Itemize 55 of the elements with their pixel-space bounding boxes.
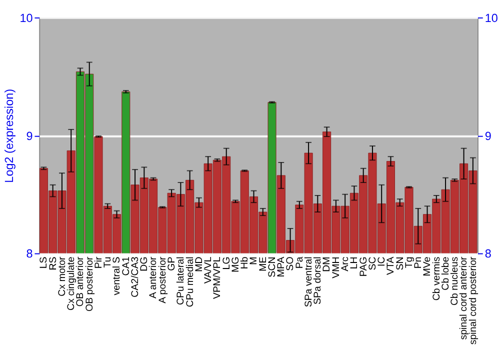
x-tick-label: CPu medial <box>184 256 196 308</box>
x-tick-label: CA1 <box>120 256 132 276</box>
x-tick-label: CA2/CA3 <box>130 256 141 298</box>
x-tick-label: Cx motor <box>56 256 68 296</box>
x-tick-label: CPu lateral <box>176 256 187 306</box>
x-tick-label: LS <box>38 256 50 269</box>
x-tick-label: SCN <box>266 256 278 278</box>
y2-tick-label: 9 <box>484 130 492 143</box>
x-tick-label: Pn <box>413 256 424 269</box>
y-axis-title: Log2 (expression) <box>2 88 16 183</box>
x-tick-label: VPM/VPL <box>212 256 224 300</box>
x-tick-label: Arc <box>340 256 352 272</box>
y-tick-label: 9 <box>26 130 33 143</box>
x-tick-label: VMH <box>330 256 342 278</box>
x-tick-label: Cb lobe <box>440 256 452 290</box>
y2-tick-label: 10 <box>484 12 498 25</box>
x-tick-label: SPa ventral <box>303 256 314 308</box>
x-tick-label: spinal cord anterior <box>458 256 470 340</box>
x-tick-label: spinal cord posterior <box>468 256 479 345</box>
x-tick-label: MPA <box>276 256 288 278</box>
x-tick-label: IC <box>376 256 388 266</box>
x-tick-label: VTA <box>386 256 397 275</box>
x-tick-label: Tu <box>102 256 114 268</box>
x-tick-label: PAG <box>358 256 370 277</box>
x-tick-label: Cx cingulate <box>66 256 78 310</box>
x-tick-label: VA/VL <box>203 256 214 284</box>
x-tick-label: A anterior <box>148 256 160 299</box>
x-tick-label: LG <box>221 256 232 270</box>
x-tick-label: Pir <box>93 256 104 269</box>
x-tick-label: RS <box>48 256 59 270</box>
x-tick-label: Hb <box>240 256 251 270</box>
x-tick-label: ME <box>258 256 269 272</box>
x-tick-label: GP <box>166 256 178 271</box>
x-tick-label: MD <box>194 256 205 272</box>
x-tick-label: DM <box>322 256 333 272</box>
x-tick-label: OB posterior <box>84 256 96 312</box>
x-tick-label: SN <box>394 256 406 270</box>
x-tick-label: SPa dorsal <box>312 256 324 304</box>
x-tick-label: SC <box>367 256 378 270</box>
x-tick-label: A posterior <box>157 256 168 304</box>
y2-tick-label: 8 <box>484 248 492 261</box>
y-tick-label: 10 <box>20 12 34 25</box>
x-tick-label: MG <box>230 256 242 272</box>
x-tick-label: Pa <box>294 256 306 269</box>
x-tick-label: OB anterior <box>75 256 86 307</box>
y-tick-label: 8 <box>26 248 34 261</box>
x-tick-label: MVe <box>422 256 434 276</box>
x-tick-label: M <box>248 256 260 265</box>
x-tick-label: DG <box>139 256 150 272</box>
x-tick-label: Cb nucleus <box>450 256 461 306</box>
x-tick-label: ventral S <box>112 256 123 296</box>
x-tick-label: SO <box>285 256 296 271</box>
x-tick-label: LH <box>349 256 360 270</box>
x-tick-label: Tg <box>404 256 415 268</box>
x-tick-label: Cb vermis <box>431 256 442 301</box>
